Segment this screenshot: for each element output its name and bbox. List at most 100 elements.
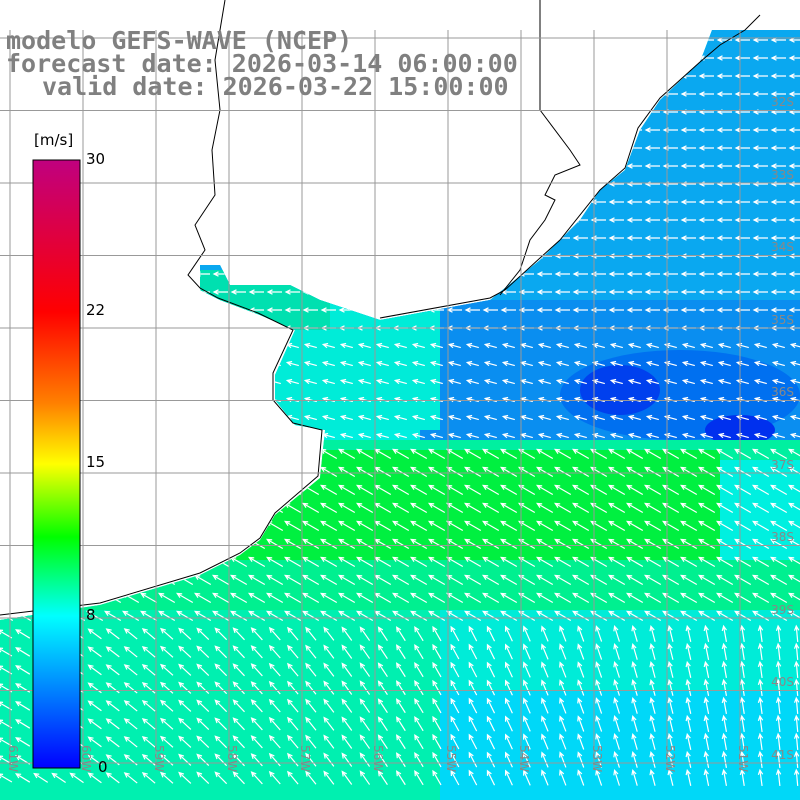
wind-arrow <box>86 538 104 550</box>
wind-arrow <box>554 448 572 460</box>
wind-arrow <box>158 538 176 550</box>
wind-arrow <box>194 163 210 169</box>
wind-arrow <box>432 661 442 678</box>
wind-arrow <box>770 610 788 622</box>
wind-arrow <box>577 697 585 714</box>
wind-arrow <box>703 642 710 660</box>
wind-arrow <box>595 679 603 696</box>
wind-arrow <box>338 574 356 586</box>
wind-arrow <box>213 414 227 421</box>
wind-arrow <box>122 235 138 241</box>
wind-arrow <box>734 127 750 133</box>
wind-arrow <box>703 768 710 786</box>
forecast-date: forecast date: 2026-03-14 06:00:00 <box>6 49 518 78</box>
wind-arrow <box>572 271 588 277</box>
wind-arrow <box>374 217 390 223</box>
wind-arrow <box>500 235 516 241</box>
wind-arrow <box>212 538 230 550</box>
wind-arrow <box>284 181 300 187</box>
wind-arrow <box>716 145 732 151</box>
wind-arrow <box>356 520 374 532</box>
wind-arrow <box>468 679 478 696</box>
wind-arrow <box>338 289 354 295</box>
wind-arrow <box>446 538 464 550</box>
wind-arrow <box>414 661 424 678</box>
wind-arrow <box>793 768 800 787</box>
wind-arrow <box>14 574 32 586</box>
wind-arrow <box>123 646 138 658</box>
wind-arrow <box>230 538 248 550</box>
wind-arrow <box>392 520 410 532</box>
wind-arrow <box>284 448 302 460</box>
wind-arrow <box>414 679 424 696</box>
wind-arrow <box>15 737 31 747</box>
latitude-label: 41S <box>771 747 794 762</box>
wind-arrow <box>554 199 570 205</box>
wind-arrow <box>250 717 263 731</box>
wind-arrow <box>248 289 264 295</box>
wind-arrow <box>195 360 209 367</box>
wind-arrow <box>698 289 714 295</box>
wind-arrow <box>305 662 317 677</box>
wind-arrow <box>500 502 518 514</box>
wind-arrow <box>734 592 752 604</box>
wind-arrow <box>194 307 210 313</box>
wind-arrow <box>752 127 768 133</box>
wind-arrow <box>410 610 428 622</box>
wind-arrow <box>393 414 407 421</box>
wind-arrow <box>140 556 158 568</box>
wind-arrow <box>303 378 317 385</box>
wind-arrow <box>662 73 678 79</box>
wind-arrow <box>248 145 264 151</box>
wind-arrow <box>194 520 212 532</box>
wind-arrow <box>141 360 155 367</box>
wind-arrow <box>140 145 156 151</box>
wind-arrow <box>0 342 11 349</box>
wind-arrow <box>268 680 281 695</box>
wind-arrow <box>0 360 11 367</box>
wind-arrow <box>500 574 518 586</box>
wind-arrow <box>87 682 102 694</box>
wind-arrow <box>626 55 642 61</box>
wind-arrow <box>140 502 158 514</box>
wind-arrow <box>770 55 786 61</box>
wind-arrow <box>523 697 531 714</box>
wind-arrow <box>140 235 156 241</box>
wind-arrow <box>734 145 750 151</box>
wind-arrow <box>446 502 464 514</box>
wind-arrow <box>432 769 442 786</box>
wind-arrow <box>14 91 30 97</box>
wind-arrow <box>410 163 426 169</box>
wind-arrow <box>631 642 638 660</box>
wind-arrow <box>0 432 11 439</box>
wind-arrow <box>14 466 32 478</box>
wind-arrow <box>716 484 734 496</box>
wind-arrow <box>486 661 496 678</box>
wind-arrow <box>468 733 478 750</box>
wind-arrow <box>716 55 732 61</box>
wind-arrow <box>212 574 230 586</box>
wind-arrow <box>411 360 425 367</box>
wind-arrow <box>140 574 158 586</box>
wind-arrow <box>140 484 158 496</box>
wind-arrow <box>482 502 500 514</box>
wind-arrow <box>536 610 554 622</box>
wind-arrow <box>212 466 230 478</box>
wind-arrow <box>320 289 336 295</box>
wind-arrow <box>320 163 336 169</box>
wind-arrow <box>770 37 786 43</box>
wind-arrow <box>572 127 588 133</box>
wind-arrow <box>159 378 173 385</box>
wind-arrow <box>105 682 120 694</box>
wind-arrow <box>105 736 120 748</box>
wind-arrow <box>284 466 302 478</box>
wind-arrow <box>231 396 245 403</box>
wind-arrow <box>320 520 338 532</box>
valid-date: valid date: 2026-03-22 15:00:00 <box>42 72 509 101</box>
wind-arrow <box>757 714 764 733</box>
wind-arrow <box>464 466 482 478</box>
wind-arrow <box>141 663 156 676</box>
wind-arrow <box>302 574 320 586</box>
wind-arrow <box>414 625 424 642</box>
wind-arrow <box>429 414 443 421</box>
